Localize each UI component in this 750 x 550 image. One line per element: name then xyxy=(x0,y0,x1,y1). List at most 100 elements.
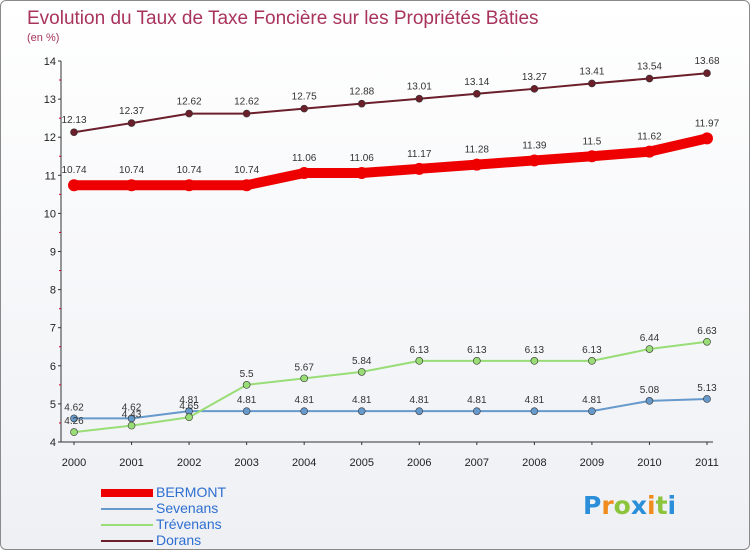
data-label-dorans: 12.62 xyxy=(234,97,259,108)
logo-letter: x xyxy=(630,491,647,520)
logo-letter: i xyxy=(647,491,656,520)
point-sevenans xyxy=(415,407,424,415)
data-label-trévenans: 4.43 xyxy=(122,410,142,421)
y-tick-label: 9 xyxy=(50,247,56,259)
data-label-sevenans: 4.81 xyxy=(352,395,372,406)
data-label-trévenans: 6.44 xyxy=(640,333,660,344)
data-label-bermont: 11.28 xyxy=(465,145,490,156)
x-tick-label: 2004 xyxy=(292,457,316,469)
x-tick-label: 2000 xyxy=(62,457,86,469)
x-tick-label: 2002 xyxy=(177,457,201,469)
data-label-dorans: 13.14 xyxy=(464,77,489,88)
point-bermont xyxy=(643,145,656,158)
data-label-bermont: 10.74 xyxy=(61,165,86,176)
data-label-dorans: 13.01 xyxy=(407,82,432,93)
data-label-dorans: 12.75 xyxy=(292,92,317,103)
point-sevenans xyxy=(300,407,308,415)
legend-swatch-bermont xyxy=(101,489,153,497)
data-label-trévenans: 4.26 xyxy=(64,416,84,427)
point-sevenans xyxy=(530,407,539,415)
data-label-dorans: 12.88 xyxy=(349,87,374,98)
data-label-trévenans: 6.13 xyxy=(525,345,545,356)
point-dorans xyxy=(645,74,654,83)
data-label-bermont: 10.74 xyxy=(177,165,202,176)
point-dorans xyxy=(70,128,78,137)
proxiti-logo: Proxiti xyxy=(583,491,676,520)
data-label-dorans: 13.54 xyxy=(637,62,662,73)
legend-label-trevenans: Trévenans xyxy=(156,516,222,532)
point-dorans xyxy=(588,79,596,88)
series-line-dorans xyxy=(73,72,708,134)
data-label-sevenans: 4.81 xyxy=(410,395,430,406)
legend-swatch-sevenans xyxy=(101,508,153,510)
y-tick-label: 12 xyxy=(44,132,56,144)
point-bermont xyxy=(240,179,253,192)
data-label-dorans: 13.68 xyxy=(694,56,719,67)
y-tick-label: 10 xyxy=(44,208,56,220)
data-label-sevenans: 5.13 xyxy=(697,383,717,394)
point-trévenans xyxy=(242,381,251,389)
chart-title: Evolution du Taux de Taxe Foncière sur l… xyxy=(27,8,539,29)
point-trévenans xyxy=(357,368,366,376)
x-tick-label: 2006 xyxy=(407,457,431,469)
point-bermont xyxy=(470,158,483,171)
logo-letter: r xyxy=(601,491,614,520)
legend-label-dorans: Dorans xyxy=(156,532,202,548)
y-tick-label: 5 xyxy=(50,399,56,411)
point-trévenans xyxy=(588,357,596,365)
series-line-bermont xyxy=(69,133,712,191)
x-tick-label: 2001 xyxy=(119,457,143,469)
data-label-sevenans: 4.81 xyxy=(582,395,602,406)
point-dorans xyxy=(242,109,251,118)
point-dorans xyxy=(703,69,711,77)
point-trévenans xyxy=(703,337,711,346)
data-label-trévenans: 5.84 xyxy=(352,356,372,367)
point-dorans xyxy=(530,85,539,93)
x-tick-label: 2010 xyxy=(637,457,661,469)
point-sevenans xyxy=(242,407,251,415)
y-tick-label: 14 xyxy=(44,56,56,68)
point-trévenans xyxy=(300,374,308,383)
data-label-trévenans: 5.5 xyxy=(240,369,254,380)
data-label-bermont: 11.39 xyxy=(522,140,547,151)
data-label-sevenans: 4.81 xyxy=(179,395,199,406)
data-label-sevenans: 4.62 xyxy=(64,402,84,413)
point-dorans xyxy=(127,119,136,127)
legend-label-bermont: BERMONT xyxy=(156,484,226,500)
data-label-bermont: 11.62 xyxy=(637,132,662,143)
y-tick-label: 7 xyxy=(50,323,56,335)
point-bermont xyxy=(125,179,138,192)
y-tick-label: 11 xyxy=(45,170,56,182)
legend-swatch-trevenans xyxy=(101,524,153,526)
x-tick-label: 2008 xyxy=(522,457,546,469)
point-trévenans xyxy=(530,357,539,365)
data-label-trévenans: 6.13 xyxy=(582,345,602,356)
data-label-trévenans: 4.65 xyxy=(179,401,199,412)
data-label-dorans: 13.41 xyxy=(579,66,604,77)
data-label-trévenans: 6.63 xyxy=(697,326,717,337)
chart-subtitle: (en %) xyxy=(27,32,59,44)
data-label-sevenans: 4.62 xyxy=(122,402,142,413)
x-tick-label: 2005 xyxy=(349,457,373,469)
data-label-bermont: 11.5 xyxy=(583,136,602,147)
point-trévenans xyxy=(645,345,654,353)
y-tick-label: 13 xyxy=(44,94,56,106)
point-bermont xyxy=(298,167,311,180)
data-label-sevenans: 4.81 xyxy=(525,395,545,406)
logo-letter: t xyxy=(655,491,668,520)
logo-letter: i xyxy=(667,491,677,520)
point-dorans xyxy=(415,94,424,103)
point-sevenans xyxy=(473,407,481,415)
data-label-dorans: 12.62 xyxy=(177,97,202,108)
data-label-dorans: 12.13 xyxy=(61,115,86,126)
data-label-sevenans: 5.08 xyxy=(640,385,660,396)
point-bermont xyxy=(701,132,713,145)
point-sevenans xyxy=(588,407,596,415)
logo-letter: P xyxy=(583,491,602,520)
point-sevenans xyxy=(357,407,366,415)
point-bermont xyxy=(585,150,598,163)
data-label-dorans: 13.27 xyxy=(522,72,547,83)
data-labels: 4.62 4.62 4.81 4.81 4.81 4.81 4.81 4.81 4.81 4.81… xyxy=(61,56,719,427)
